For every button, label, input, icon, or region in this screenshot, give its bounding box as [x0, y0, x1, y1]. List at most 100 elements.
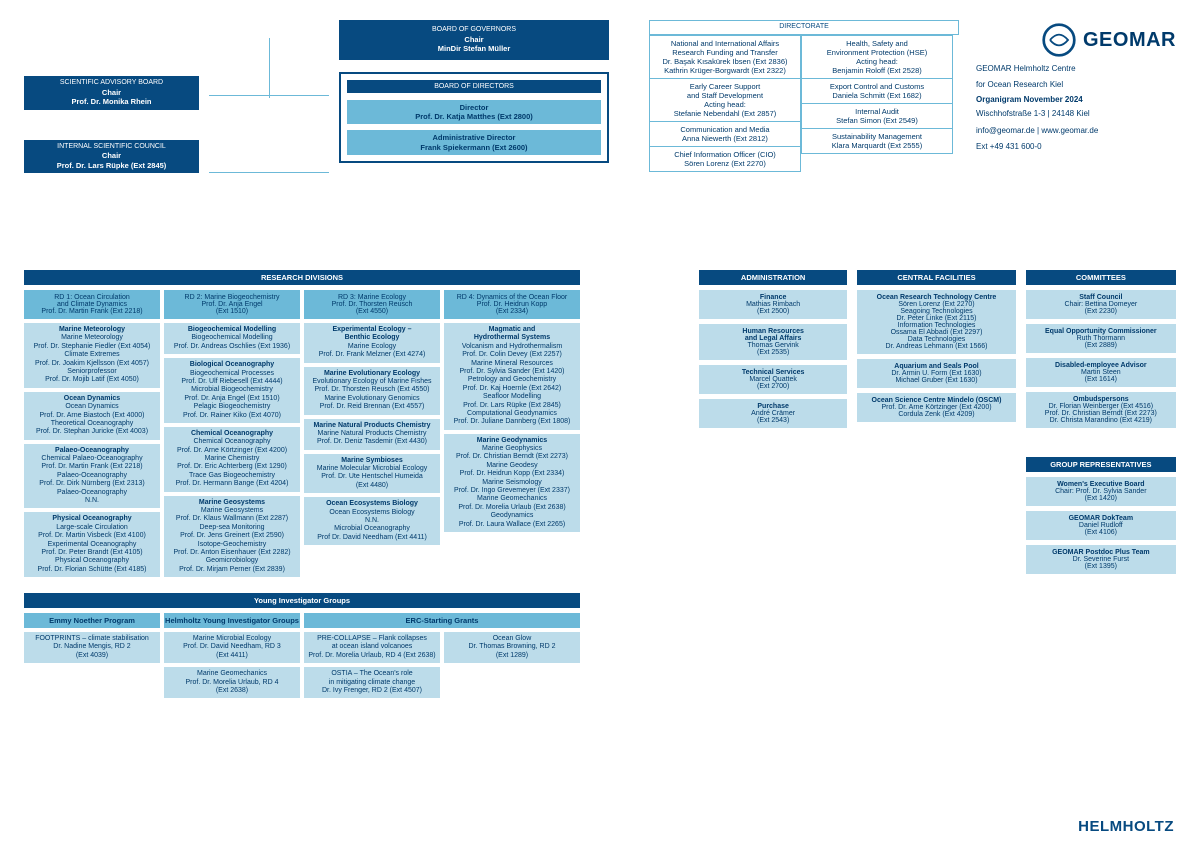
central-unit: Ocean Research Technology CentreSören Lo… — [857, 290, 1015, 354]
directorate-unit: Chief Information Officer (CIO)Sören Lor… — [649, 146, 801, 172]
young-col-header: Helmholtz Young Investigator Groups — [164, 613, 300, 628]
admindir-role: Administrative Director — [351, 133, 597, 142]
directorate-unit: Communication and MediaAnna Niewerth (Ex… — [649, 121, 801, 146]
bog-title: BOARD OF GOVERNORS — [343, 26, 605, 35]
phone: Ext +49 431 600-0 — [976, 142, 1176, 152]
research-unit: Ocean Ecosystems BiologyOcean Ecosystems… — [304, 497, 440, 545]
young-item: Marine Microbial EcologyProf. Dr. David … — [164, 632, 300, 663]
rd-head: RD 3: Marine EcologyProf. Dr. Thorsten R… — [304, 290, 440, 319]
research-unit: Marine MeteorologyMarine MeteorologyProf… — [24, 323, 160, 388]
committee-unit: Staff CouncilChair: Bettina Domeyer(Ext … — [1026, 290, 1176, 319]
geomar-logo-icon — [1041, 22, 1077, 58]
research-unit: Palaeo-OceanographyChemical Palaeo-Ocean… — [24, 444, 160, 509]
young-header: Young Investigator Groups — [24, 593, 580, 609]
young-investigator-groups: Young Investigator Groups Emmy Noether P… — [24, 593, 580, 698]
research-unit: Marine GeosystemsMarine GeosystemsProf. … — [164, 496, 300, 578]
grouprep-unit: GEOMAR DokTeamDaniel Rudloff(Ext 4106) — [1026, 511, 1176, 540]
isc-title: INTERNAL SCIENTIFIC COUNCIL — [28, 143, 195, 152]
young-item: FOOTPRINTS – climate stabilisationDr. Na… — [24, 632, 160, 663]
helmholtz-logo: HELMHOLTZ — [1078, 818, 1174, 835]
scientific-advisory-board: SCIENTIFIC ADVISORY BOARD Chair Prof. Dr… — [24, 76, 199, 110]
logo-text: GEOMAR — [1083, 29, 1176, 52]
directorate-unit: Early Career Supportand Staff Developmen… — [649, 78, 801, 121]
directorate-unit: Health, Safety andEnvironment Protection… — [801, 35, 953, 78]
committee-unit: Equal Opportunity CommissionerRuth Thorm… — [1026, 324, 1176, 353]
org-sub2: for Ocean Research Kiel — [976, 80, 1176, 90]
addr: Wischhofstraße 1-3 | 24148 Kiel — [976, 109, 1176, 119]
directorate-unit: National and International AffairsResear… — [649, 35, 801, 78]
directorate-unit: Internal AuditStefan Simon (Ext 2549) — [801, 103, 953, 128]
isc-name: Prof. Dr. Lars Rüpke (Ext 2845) — [28, 161, 195, 170]
committee-unit: OmbudspersonsDr. Florian Weinberger (Ext… — [1026, 392, 1176, 428]
central-header: CENTRAL FACILITIES — [857, 270, 1015, 286]
central-unit: Aquarium and Seals PoolDr. Armin U. Form… — [857, 359, 1015, 388]
rd-column: RD 1: Ocean Circulationand Climate Dynam… — [24, 290, 160, 577]
sab-title: SCIENTIFIC ADVISORY BOARD — [28, 79, 195, 88]
committees: COMMITTEES Staff CouncilChair: Bettina D… — [1026, 270, 1176, 579]
director-role: Director — [351, 103, 597, 112]
rd-head: RD 4: Dynamics of the Ocean FloorProf. D… — [444, 290, 580, 319]
research-header: RESEARCH DIVISIONS — [24, 270, 580, 286]
isc-role: Chair — [28, 151, 195, 160]
contact: info@geomar.de | www.geomar.de — [976, 126, 1176, 136]
young-col-header: ERC-Starting Grants — [304, 613, 580, 628]
research-unit: Biological OceanographyBiogeochemical Pr… — [164, 358, 300, 423]
admindir-name: Frank Spiekermann (Ext 2600) — [351, 143, 597, 152]
doc-title: Organigram November 2024 — [976, 95, 1176, 105]
young-item: PRE-COLLAPSE – Flank collapsesat ocean i… — [304, 632, 440, 663]
admin-unit: Technical ServicesMarcel Quattek(Ext 270… — [699, 365, 847, 394]
rd-head: RD 1: Ocean Circulationand Climate Dynam… — [24, 290, 160, 319]
admin-unit: PurchaseAndré Crämer(Ext 2543) — [699, 399, 847, 428]
admin-director-box: Administrative Director Frank Spiekerman… — [347, 130, 601, 155]
young-col-header: Emmy Noether Program — [24, 613, 160, 628]
rd-column: RD 2: Marine BiogeochemistryProf. Dr. An… — [164, 290, 300, 577]
groupreps-header: GROUP REPRESENTATIVES — [1026, 457, 1176, 473]
admin-unit: FinanceMathias Rimbach(Ext 2500) — [699, 290, 847, 319]
research-unit: Marine Natural Products ChemistryMarine … — [304, 419, 440, 450]
rd-head: RD 2: Marine BiogeochemistryProf. Dr. An… — [164, 290, 300, 319]
young-item: OSTIA – The Ocean's rolein mitigating cl… — [304, 667, 440, 698]
internal-scientific-council: INTERNAL SCIENTIFIC COUNCIL Chair Prof. … — [24, 140, 199, 174]
research-divisions: RESEARCH DIVISIONS RD 1: Ocean Circulati… — [24, 270, 580, 579]
director-box: Director Prof. Dr. Katja Matthes (Ext 28… — [347, 100, 601, 125]
directorate-unit: Sustainability ManagementKlara Marquardt… — [801, 128, 953, 154]
young-item: Ocean GlowDr. Thomas Browning, RD 2(Ext … — [444, 632, 580, 663]
central-unit: Ocean Science Centre Mindelo (OSCM)Prof.… — [857, 393, 1015, 422]
rd-column: RD 3: Marine EcologyProf. Dr. Thorsten R… — [304, 290, 440, 577]
grouprep-unit: Women's Executive BoardChair: Prof. Dr. … — [1026, 477, 1176, 506]
board-of-governors: BOARD OF GOVERNORS Chair MinDir Stefan M… — [339, 20, 609, 60]
young-item: Marine GeomechanicsProf. Dr. Morelia Url… — [164, 667, 300, 698]
directorate: DIRECTORATE National and International A… — [649, 20, 959, 220]
research-unit: Ocean DynamicsOcean DynamicsProf. Dr. Ar… — [24, 392, 160, 440]
young-column: Helmholtz Young Investigator Groups Marin… — [164, 613, 300, 698]
committees-header: COMMITTEES — [1026, 270, 1176, 286]
research-unit: Marine GeodynamicsMarine GeophysicsProf.… — [444, 434, 580, 532]
grouprep-unit: GEOMAR Postdoc Plus TeamDr. Severine Fur… — [1026, 545, 1176, 574]
sab-name: Prof. Dr. Monika Rhein — [28, 97, 195, 106]
research-unit: Chemical OceanographyChemical Oceanograp… — [164, 427, 300, 492]
bog-role: Chair — [343, 35, 605, 44]
org-sub1: GEOMAR Helmholtz Centre — [976, 64, 1176, 74]
research-unit: Biogeochemical ModellingBiogeochemical M… — [164, 323, 300, 354]
young-column: ERC-Starting Grants PRE-COLLAPSE – Flank … — [304, 613, 580, 698]
administration: ADMINISTRATION FinanceMathias Rimbach(Ex… — [699, 270, 847, 579]
research-unit: Magmatic andHydrothermal SystemsVolcanis… — [444, 323, 580, 430]
bog-name: MinDir Stefan Müller — [343, 44, 605, 53]
directorate-title: DIRECTORATE — [649, 20, 959, 35]
research-unit: Marine SymbiosesMarine Molecular Microbi… — [304, 454, 440, 494]
central-facilities: CENTRAL FACILITIES Ocean Research Techno… — [857, 270, 1015, 579]
board-of-directors: BOARD OF DIRECTORS Director Prof. Dr. Ka… — [339, 72, 609, 164]
logo-block: GEOMAR GEOMAR Helmholtz Centre for Ocean… — [976, 22, 1176, 152]
rd-column: RD 4: Dynamics of the Ocean FloorProf. D… — [444, 290, 580, 577]
research-unit: Marine Evolutionary EcologyEvolutionary … — [304, 367, 440, 415]
admin-header: ADMINISTRATION — [699, 270, 847, 286]
admin-unit: Human Resourcesand Legal AffairsThomas G… — [699, 324, 847, 360]
directorate-unit: Export Control and CustomsDaniela Schmit… — [801, 78, 953, 103]
sab-role: Chair — [28, 88, 195, 97]
research-unit: Physical OceanographyLarge-scale Circula… — [24, 512, 160, 577]
committee-unit: Disabled-employee AdvisorMartin Steen(Ex… — [1026, 358, 1176, 387]
bod-header: BOARD OF DIRECTORS — [347, 80, 601, 94]
research-unit: Experimental Ecology –Benthic EcologyMar… — [304, 323, 440, 363]
director-name: Prof. Dr. Katja Matthes (Ext 2800) — [351, 112, 597, 121]
young-column: Emmy Noether Program FOOTPRINTS – climate… — [24, 613, 160, 698]
